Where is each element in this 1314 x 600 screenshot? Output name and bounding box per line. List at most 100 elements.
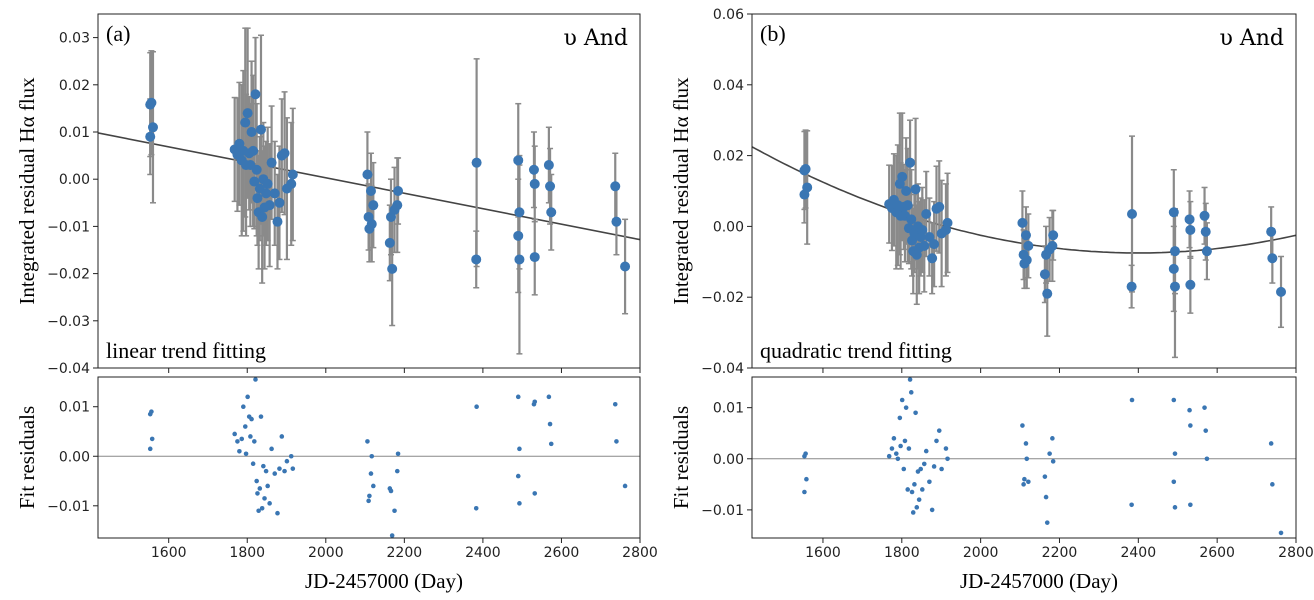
residual-point	[248, 434, 253, 439]
residual-point	[547, 421, 553, 427]
y-tick-label: 0.00	[713, 219, 744, 235]
plot-area	[98, 27, 640, 355]
residual-point	[1171, 397, 1177, 403]
residual-point	[258, 414, 264, 419]
plot-area	[752, 112, 1296, 359]
data-point	[897, 171, 908, 182]
residual-point	[241, 404, 246, 410]
data-point	[261, 188, 272, 199]
data-point	[1020, 230, 1031, 241]
residual-point	[802, 489, 807, 495]
data-point	[934, 201, 945, 212]
y-tick-label: 0.01	[59, 125, 90, 141]
residual-point	[473, 505, 479, 511]
data-point	[368, 200, 379, 211]
data-point	[924, 232, 935, 243]
y-axis-label: Integrated residual Hα flux	[15, 77, 39, 305]
panel-label: (b)	[760, 21, 786, 46]
residual-point	[1024, 456, 1030, 462]
x-tick-label: 2200	[387, 545, 423, 561]
data-point	[365, 186, 376, 196]
residual-point	[910, 510, 916, 515]
residual-point	[269, 446, 274, 452]
residual-point	[250, 461, 256, 466]
data-point	[262, 178, 273, 189]
data-point	[264, 200, 275, 211]
data-point	[387, 263, 398, 274]
y-tick-label: 0.00	[713, 452, 744, 468]
x-tick-label: 2400	[465, 545, 501, 561]
data-point	[1276, 286, 1287, 297]
residual-point	[261, 463, 266, 469]
y-axis-label: Fit residuals	[15, 406, 39, 509]
data-point	[255, 124, 266, 135]
plot-frame	[97, 13, 641, 369]
residual-point	[288, 453, 294, 459]
x-tick-label: 1800	[229, 545, 265, 561]
data-point	[1199, 210, 1210, 221]
residual-point	[147, 446, 153, 452]
residual-point	[252, 439, 257, 444]
residual-point	[267, 501, 272, 506]
residual-point	[901, 466, 907, 472]
residual-point	[1022, 476, 1027, 482]
residual-point	[272, 471, 278, 476]
residual-point	[1043, 494, 1049, 500]
y-tick-label: 0.03	[59, 31, 90, 47]
data-point	[1169, 246, 1180, 257]
residual-point	[1268, 441, 1274, 446]
residual-point	[515, 394, 521, 400]
residual-point	[912, 482, 917, 487]
data-point	[921, 209, 932, 220]
residual-point	[1020, 423, 1025, 428]
y-tick-label: −0.02	[701, 290, 744, 306]
y-tick-label: −0.03	[47, 314, 90, 330]
residual-point	[245, 394, 250, 400]
x-axis-label: JD-2457000 (Day)	[305, 569, 463, 593]
residual-point	[914, 505, 920, 510]
data-point	[513, 230, 524, 241]
residual-point	[916, 497, 922, 502]
residual-point	[1187, 407, 1192, 413]
residual-point	[237, 449, 242, 454]
residual-point	[918, 466, 924, 472]
residual-point	[1202, 405, 1207, 410]
residual-point	[1172, 505, 1178, 510]
residual-point	[394, 468, 400, 474]
residual-point	[262, 496, 267, 501]
plot-frame	[751, 13, 1297, 369]
data-point	[266, 157, 277, 168]
data-point	[545, 181, 556, 192]
residual-point	[515, 473, 521, 479]
residual-point	[1044, 520, 1050, 525]
residual-point	[897, 415, 903, 421]
residual-point	[923, 448, 929, 454]
residual-point	[365, 439, 370, 444]
residual-point	[1204, 456, 1210, 462]
data-point	[287, 169, 298, 180]
data-point	[802, 182, 813, 193]
residual-point	[277, 466, 282, 471]
data-point	[251, 164, 262, 175]
residual-point	[474, 404, 479, 410]
residual-point	[395, 451, 401, 457]
y-tick-label: −0.01	[47, 219, 90, 235]
y-tick-label: 0.06	[713, 7, 744, 23]
data-point	[274, 197, 285, 208]
residual-point	[939, 466, 944, 472]
residual-point	[936, 428, 942, 433]
y-tick-label: −0.02	[47, 267, 90, 283]
residual-point	[263, 468, 269, 474]
data-point	[248, 145, 259, 156]
residual-point	[532, 399, 538, 405]
panel-b-residuals: 0.01 0.00 −0.01 1600 1800 2000 2200 2400 2600 280…	[669, 376, 1314, 593]
residual-point	[1047, 451, 1052, 456]
residual-point	[388, 488, 394, 494]
residual-point	[1021, 482, 1026, 487]
x-tick-label: 2000	[308, 545, 344, 561]
residual-point	[804, 476, 809, 482]
data-point	[1169, 281, 1180, 292]
residual-point	[366, 498, 371, 504]
data-point	[145, 131, 156, 142]
